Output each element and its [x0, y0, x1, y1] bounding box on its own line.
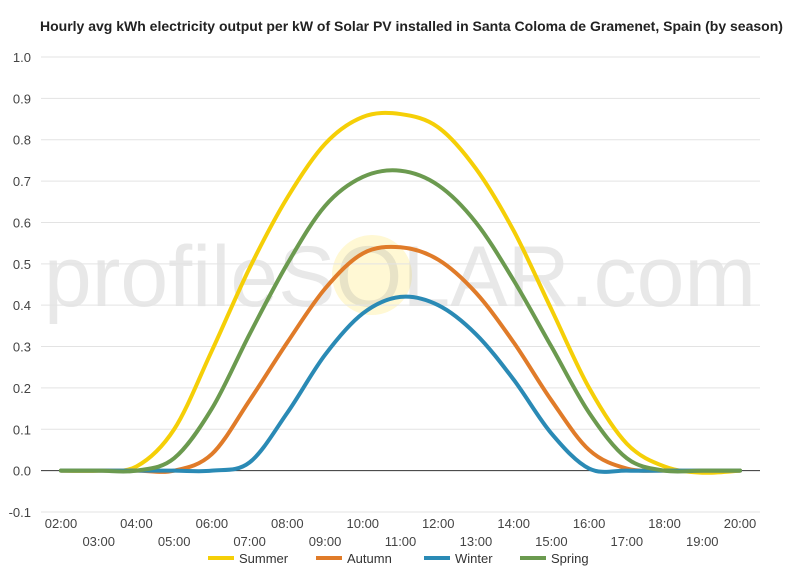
x-tick-label: 18:00	[648, 516, 681, 531]
x-tick-label: 03:00	[82, 534, 115, 549]
legend: Summer Autumn Winter Spring	[208, 551, 589, 566]
chart-title: Hourly avg kWh electricity output per kW…	[40, 18, 783, 34]
y-tick-label: 1.0	[13, 50, 31, 65]
x-tick-label: 17:00	[611, 534, 644, 549]
x-tick-label: 20:00	[724, 516, 757, 531]
x-tick-label: 14:00	[497, 516, 530, 531]
x-tick-label: 10:00	[347, 516, 380, 531]
y-tick-label: -0.1	[9, 505, 31, 520]
y-tick-label: 0.6	[13, 215, 31, 230]
x-tick-label: 08:00	[271, 516, 304, 531]
x-tick-label: 11:00	[385, 534, 417, 549]
x-tick-label: 12:00	[422, 516, 455, 531]
x-tick-label: 02:00	[45, 516, 78, 531]
legend-label-autumn: Autumn	[347, 551, 392, 566]
x-tick-label: 16:00	[573, 516, 606, 531]
y-tick-label: 0.1	[13, 422, 31, 437]
x-tick-label: 15:00	[535, 534, 568, 549]
x-tick-label: 13:00	[460, 534, 493, 549]
x-tick-label: 09:00	[309, 534, 342, 549]
y-tick-label: 0.9	[13, 91, 31, 106]
y-axis: -0.1 0.0 0.1 0.2 0.3 0.4 0.5 0.6 0.7 0.8 0.9 1.0	[9, 50, 31, 520]
legend-label-winter: Winter	[455, 551, 493, 566]
x-tick-label: 06:00	[196, 516, 229, 531]
series-lines	[59, 110, 742, 475]
y-tick-label: 0.3	[13, 340, 31, 355]
watermark-sun	[332, 235, 412, 315]
series-line-winter	[59, 294, 742, 474]
y-tick-label: 0.7	[13, 174, 31, 189]
x-tick-label: 19:00	[686, 534, 719, 549]
watermark: profileSOLAR.com	[44, 229, 756, 325]
x-tick-label: 05:00	[158, 534, 191, 549]
y-tick-label: 0.2	[13, 381, 31, 396]
series-line-summer	[59, 110, 742, 475]
watermark-text: profileSOLAR.com	[44, 229, 756, 325]
y-tick-label: 0.4	[13, 298, 31, 313]
y-tick-label: 0.0	[13, 464, 31, 479]
y-tick-label: 0.5	[13, 257, 31, 272]
x-tick-label: 07:00	[233, 534, 266, 549]
y-tick-label: 0.8	[13, 133, 31, 148]
legend-label-spring: Spring	[551, 551, 589, 566]
legend-label-summer: Summer	[239, 551, 289, 566]
x-tick-label: 04:00	[120, 516, 153, 531]
x-axis: 02:00 03:00 04:00 05:00 06:00 07:00 08:00 09:00…	[45, 516, 757, 549]
series-line-spring	[59, 168, 742, 474]
